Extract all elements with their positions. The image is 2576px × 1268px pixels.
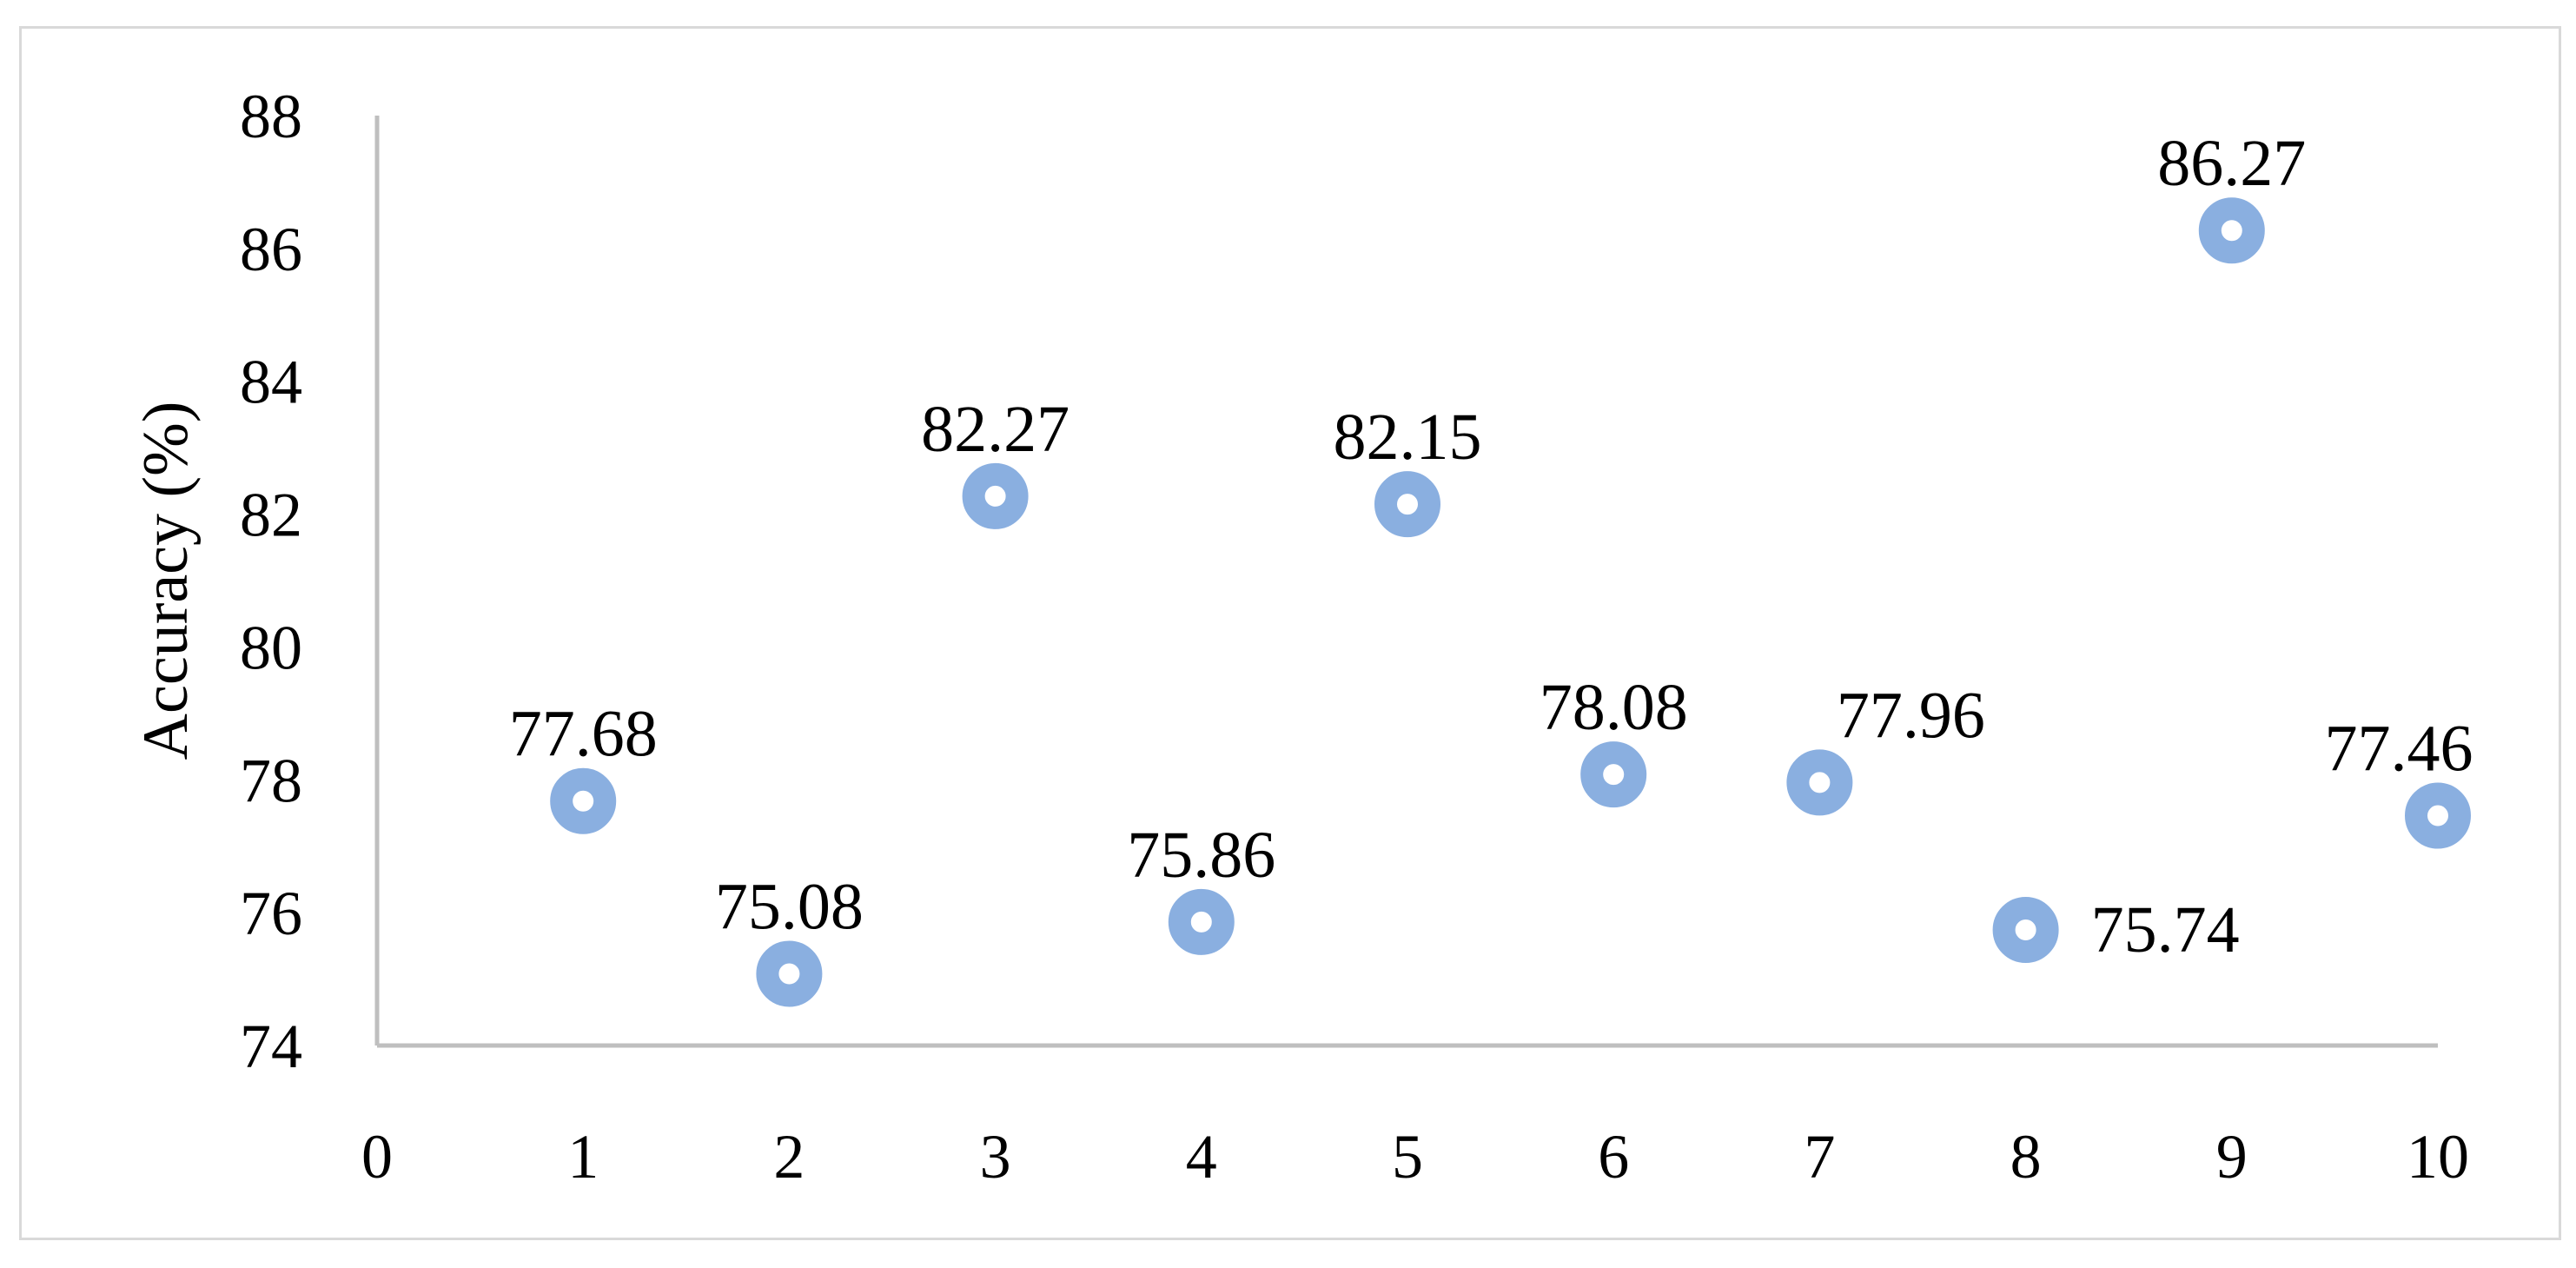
data-point xyxy=(962,462,1029,529)
x-tick-labels: 0 1 2 3 4 5 6 7 8 9 10 xyxy=(361,1122,2469,1192)
data-label: 78.08 xyxy=(1540,671,1688,744)
x-tick-label: 5 xyxy=(1392,1122,1423,1192)
data-point xyxy=(1168,888,1235,955)
y-tick-labels: 74 76 78 80 82 84 86 88 xyxy=(240,82,302,1081)
x-tick-label: 2 xyxy=(773,1122,805,1192)
data-point xyxy=(2405,782,2471,849)
y-tick-label: 88 xyxy=(240,82,302,151)
data-point xyxy=(1992,897,2059,964)
data-label: 86.27 xyxy=(2157,127,2306,200)
x-tick-label: 9 xyxy=(2216,1122,2248,1192)
data-label: 77.46 xyxy=(2325,713,2473,786)
x-tick-label: 7 xyxy=(1804,1122,1835,1192)
data-label: 77.96 xyxy=(1837,679,1985,752)
data-point xyxy=(1374,471,1440,538)
data-points xyxy=(550,197,2471,1007)
data-point xyxy=(550,767,617,834)
x-tick-label: 8 xyxy=(2010,1122,2042,1192)
data-point xyxy=(756,940,823,1007)
y-tick-label: 84 xyxy=(240,348,302,417)
x-tick-label: 1 xyxy=(567,1122,599,1192)
data-label: 77.68 xyxy=(509,698,658,771)
x-tick-label: 4 xyxy=(1186,1122,1217,1192)
x-tick-label: 6 xyxy=(1598,1122,1629,1192)
x-tick-label: 0 xyxy=(361,1122,393,1192)
y-tick-label: 78 xyxy=(240,746,302,815)
data-label: 75.08 xyxy=(715,870,864,943)
data-label: 82.15 xyxy=(1334,401,1482,474)
data-label: 75.86 xyxy=(1127,819,1275,892)
chart-frame xyxy=(19,26,2561,1240)
y-tick-label: 86 xyxy=(240,215,302,284)
y-tick-label: 76 xyxy=(240,879,302,948)
y-tick-label: 80 xyxy=(240,613,302,682)
y-tick-label: 74 xyxy=(240,1012,302,1081)
y-tick-label: 82 xyxy=(240,481,302,550)
data-point xyxy=(2198,197,2265,264)
data-point xyxy=(1580,741,1647,808)
data-labels: 77.68 75.08 82.27 75.86 82.15 78.08 77.96 75.74… xyxy=(509,127,2473,966)
y-axis-title: Accuracy (%) xyxy=(130,402,202,760)
x-tick-label: 10 xyxy=(2407,1122,2469,1192)
x-tick-label: 3 xyxy=(980,1122,1011,1192)
data-label: 75.74 xyxy=(2091,893,2240,966)
data-label: 82.27 xyxy=(921,393,1069,466)
data-point xyxy=(1786,749,1853,816)
